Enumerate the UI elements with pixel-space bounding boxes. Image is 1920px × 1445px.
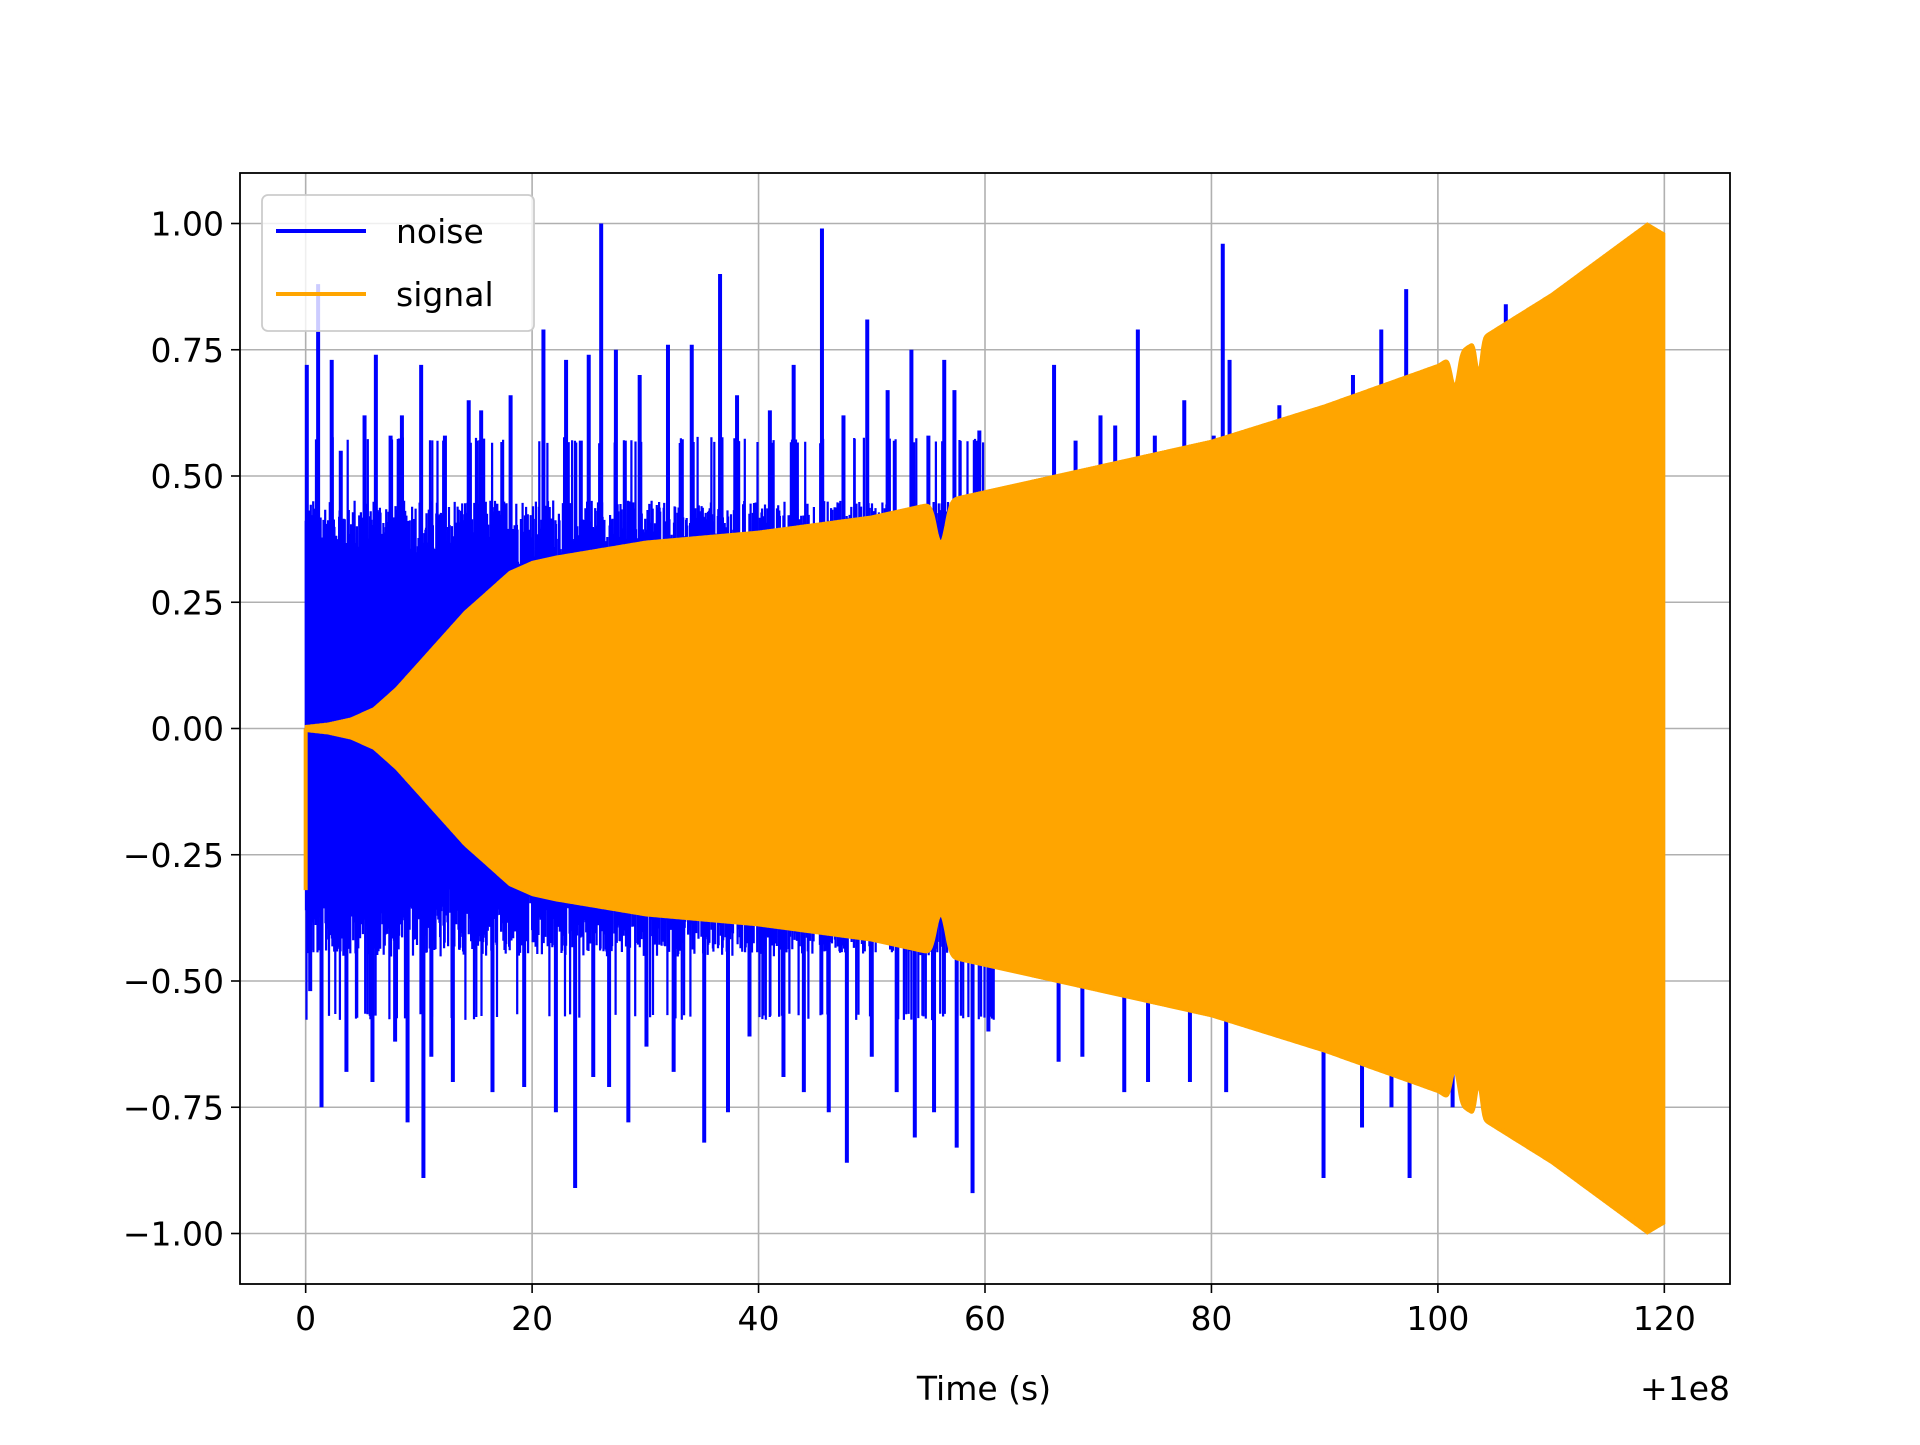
y-tick-label: 0.00 (151, 710, 224, 749)
x-tick-label: 80 (1190, 1299, 1232, 1338)
x-tick-label: 100 (1406, 1299, 1469, 1338)
x-tick-label: 40 (738, 1299, 780, 1338)
y-tick-label: 0.50 (151, 457, 224, 496)
x-tick-label: 60 (964, 1299, 1006, 1338)
y-tick-label: 1.00 (151, 205, 224, 244)
legend-label-signal: signal (396, 275, 494, 314)
x-tick-label: 0 (295, 1299, 316, 1338)
x-offset-label: +1e8 (1640, 1369, 1730, 1408)
y-tick-label: −0.25 (123, 836, 224, 875)
y-axis-ticks: 1.00 0.75 0.50 0.25 0.00 −0.25 −0.50 −0.75 −1.00 (123, 205, 240, 1254)
x-axis-label: Time (s) (916, 1369, 1051, 1408)
y-tick-label: 0.75 (151, 331, 224, 370)
y-tick-label: −0.50 (123, 962, 224, 1001)
y-tick-label: −1.00 (123, 1215, 224, 1254)
x-tick-label: 20 (511, 1299, 553, 1338)
x-axis-ticks: 0 20 40 60 80 100 120 (295, 1284, 1696, 1338)
signal-line (304, 226, 1666, 1233)
y-tick-label: −0.75 (123, 1088, 224, 1127)
x-tick-label: 120 (1633, 1299, 1696, 1338)
y-tick-label: 0.25 (151, 583, 224, 622)
signal-series (303, 222, 1666, 1235)
legend-label-noise: noise (396, 212, 484, 251)
legend: noise signal (261, 194, 535, 332)
